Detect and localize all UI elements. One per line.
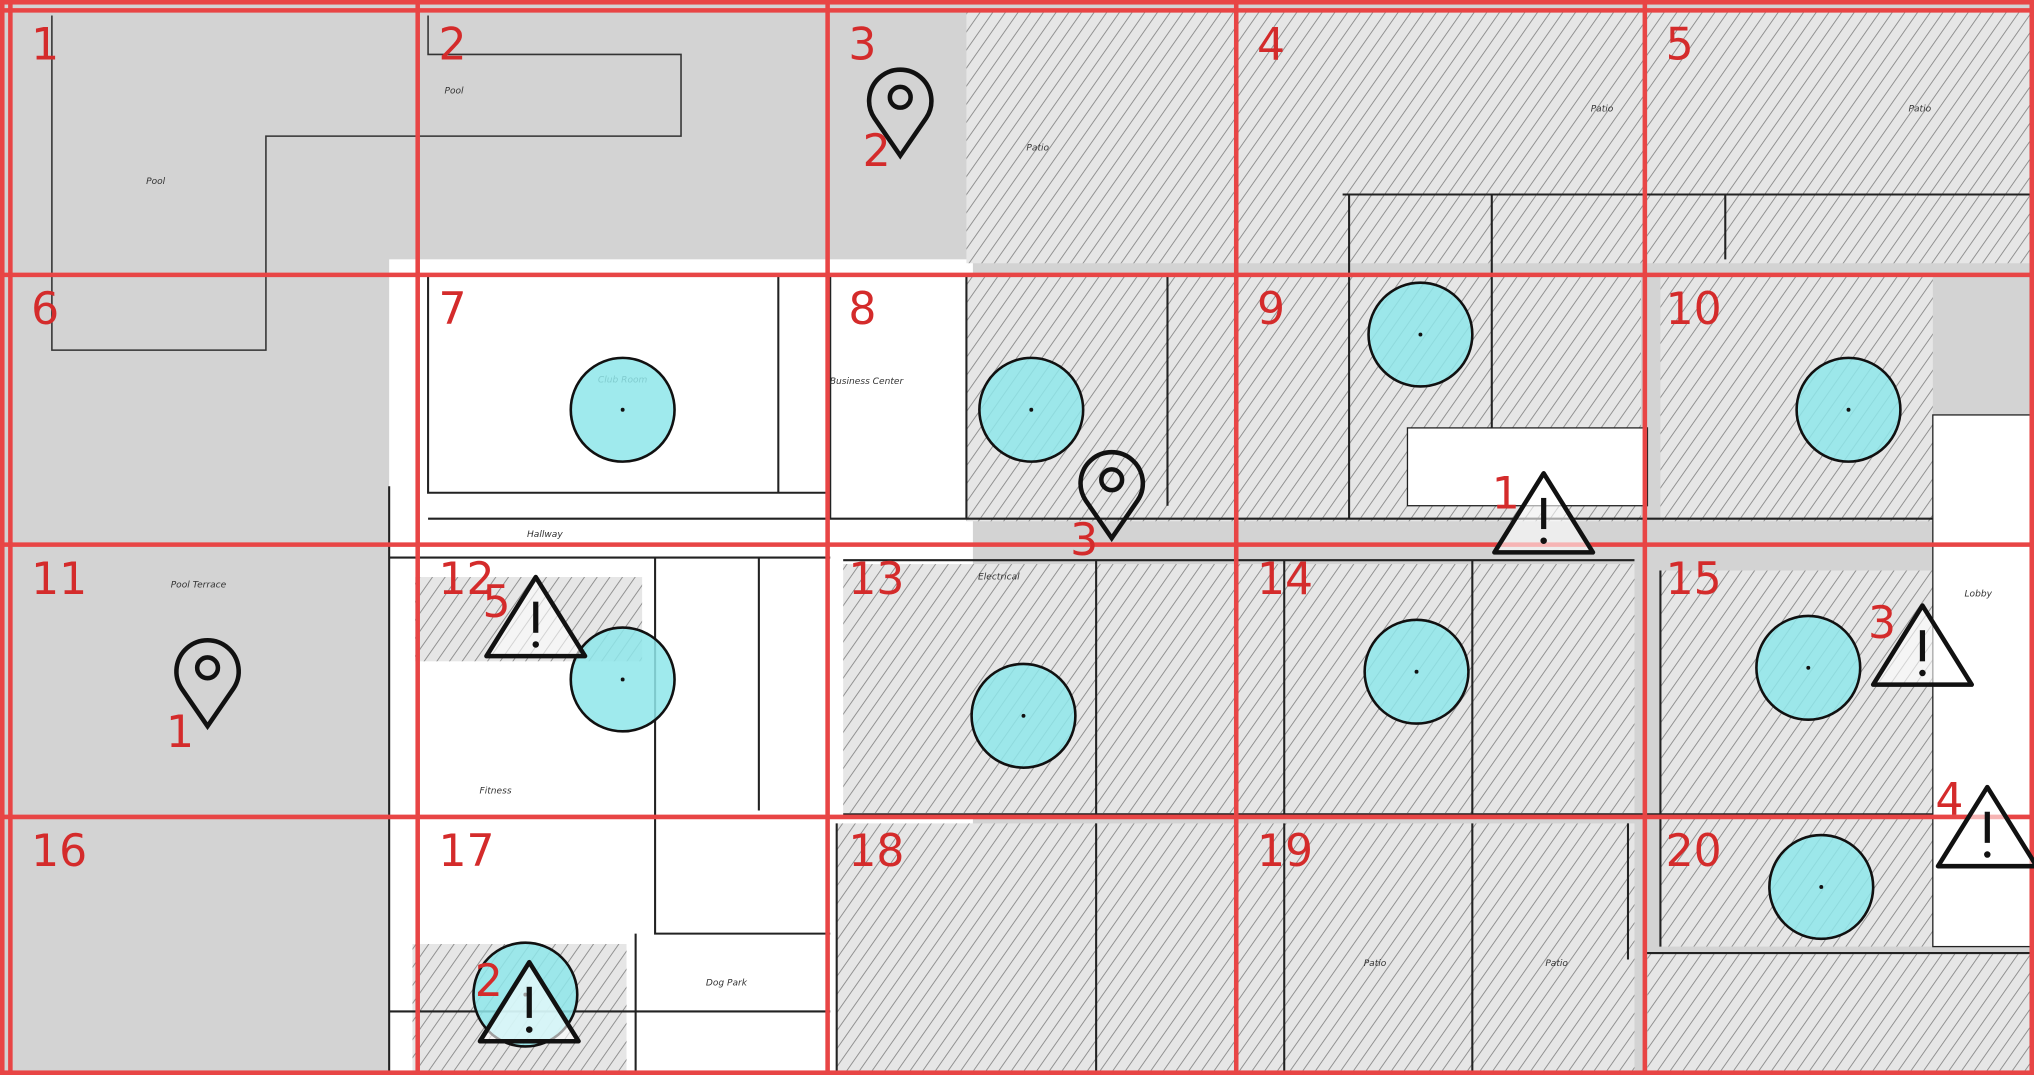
cell-number: 4 bbox=[1257, 20, 1285, 71]
cell-number: 6 bbox=[31, 284, 59, 335]
location-pin bbox=[174, 638, 241, 731]
pin-hole bbox=[194, 655, 221, 681]
circle-center bbox=[1846, 407, 1851, 412]
room-label: Patio bbox=[1026, 143, 1049, 153]
warning-dot bbox=[1919, 669, 1926, 677]
cell-number: 3 bbox=[848, 20, 876, 71]
warning-icon bbox=[1492, 471, 1596, 555]
cell-number: 15 bbox=[1666, 554, 1722, 605]
warning-dot bbox=[1984, 851, 1991, 858]
patio-area bbox=[966, 10, 2034, 264]
pin-hole bbox=[1099, 467, 1125, 493]
room-label: Lobby bbox=[1964, 589, 1992, 599]
pin-shape bbox=[1078, 450, 1146, 543]
circle-center bbox=[1021, 713, 1026, 718]
cell-number: 1 bbox=[31, 20, 59, 71]
pin-shape bbox=[866, 67, 934, 160]
room-label: Pool bbox=[444, 86, 464, 96]
warning-icon bbox=[484, 574, 588, 659]
circle-center bbox=[1418, 332, 1423, 337]
unit-area bbox=[843, 564, 1635, 814]
cell-number: 5 bbox=[1666, 20, 1694, 71]
pin-hole bbox=[887, 84, 913, 110]
room-label: Patio bbox=[1909, 105, 1932, 115]
warning-dot bbox=[532, 641, 539, 648]
elevators bbox=[1406, 427, 1649, 507]
location-pin bbox=[1078, 450, 1146, 543]
cell-number: 12 bbox=[438, 554, 494, 605]
room-label: Patio bbox=[1364, 959, 1387, 969]
circle-center bbox=[1806, 665, 1811, 670]
warning-dot bbox=[1540, 537, 1547, 544]
circle-center bbox=[1819, 884, 1824, 889]
warning-label: 3 bbox=[1868, 598, 1896, 649]
cell-number: 10 bbox=[1666, 284, 1722, 335]
warning-icon bbox=[1870, 603, 1975, 687]
cell-number: 8 bbox=[848, 284, 876, 335]
cell-number: 11 bbox=[31, 554, 87, 605]
room-label: Patio bbox=[1545, 959, 1568, 969]
circle-center bbox=[1414, 669, 1419, 674]
room-label: Business Center bbox=[830, 377, 905, 387]
room-label: Fitness bbox=[480, 787, 512, 797]
room-label: Dog Park bbox=[706, 978, 748, 988]
warning-icon bbox=[1935, 784, 2034, 869]
cell-number: 17 bbox=[438, 826, 494, 877]
room-label: Hallway bbox=[527, 530, 563, 540]
circle-center bbox=[620, 677, 625, 682]
warning-label: 4 bbox=[1935, 774, 1963, 825]
pin-shape bbox=[174, 638, 241, 731]
warning-dot bbox=[526, 1026, 533, 1033]
circle-center bbox=[1029, 407, 1034, 412]
cell-number: 14 bbox=[1257, 554, 1313, 605]
patio-area bbox=[1647, 953, 2034, 1075]
cell-number: 9 bbox=[1257, 284, 1285, 335]
room-label: Pool bbox=[146, 177, 166, 187]
location-pin bbox=[866, 67, 934, 160]
warning-label: 5 bbox=[483, 577, 511, 628]
pin-label: 2 bbox=[863, 126, 891, 177]
room-label: Patio bbox=[1591, 105, 1614, 115]
pin-label: 1 bbox=[166, 707, 194, 758]
pool-outline bbox=[51, 15, 682, 351]
cell-number: 19 bbox=[1257, 826, 1313, 877]
cell-number: 18 bbox=[848, 826, 904, 877]
cell-number: 7 bbox=[438, 284, 466, 335]
room-label: Pool Terrace bbox=[171, 580, 227, 590]
warning-label: 1 bbox=[1492, 468, 1520, 519]
room-label: Electrical bbox=[978, 573, 1020, 583]
warning-label: 2 bbox=[475, 956, 503, 1007]
cell-number: 2 bbox=[438, 20, 466, 71]
cell-number: 20 bbox=[1666, 826, 1722, 877]
warning-icon bbox=[477, 959, 581, 1044]
cell-number: 13 bbox=[848, 554, 904, 605]
cell-number: 16 bbox=[31, 826, 87, 877]
pin-label: 3 bbox=[1070, 515, 1098, 566]
circle-center bbox=[620, 407, 625, 412]
